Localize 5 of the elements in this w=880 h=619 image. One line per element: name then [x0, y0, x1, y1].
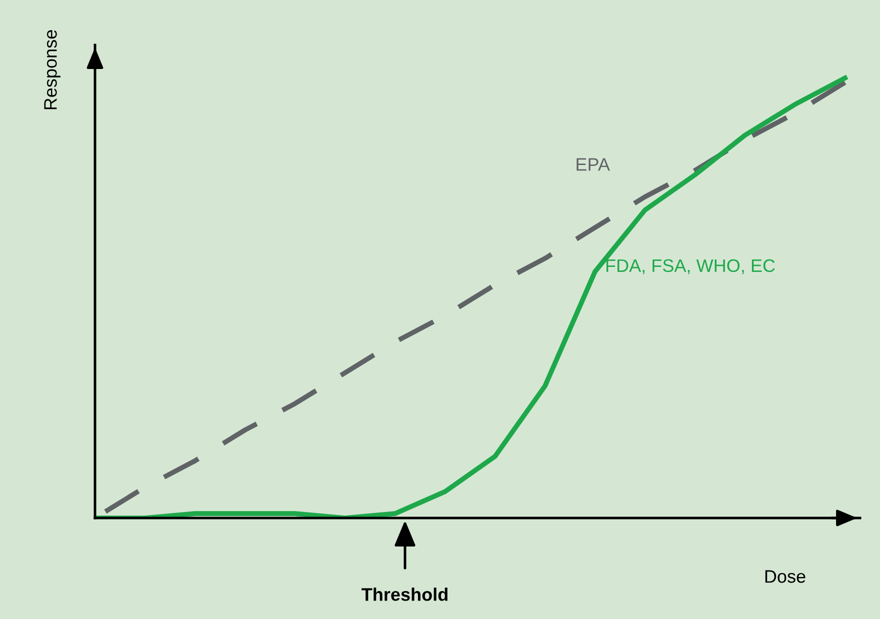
x-axis-title: Dose	[765, 570, 806, 583]
series-label: FDA, FSA, WHO, EC	[606, 259, 775, 274]
y-axis-title: Response	[44, 30, 60, 110]
text: EPA	[576, 158, 610, 171]
text: Threshold	[362, 588, 448, 601]
